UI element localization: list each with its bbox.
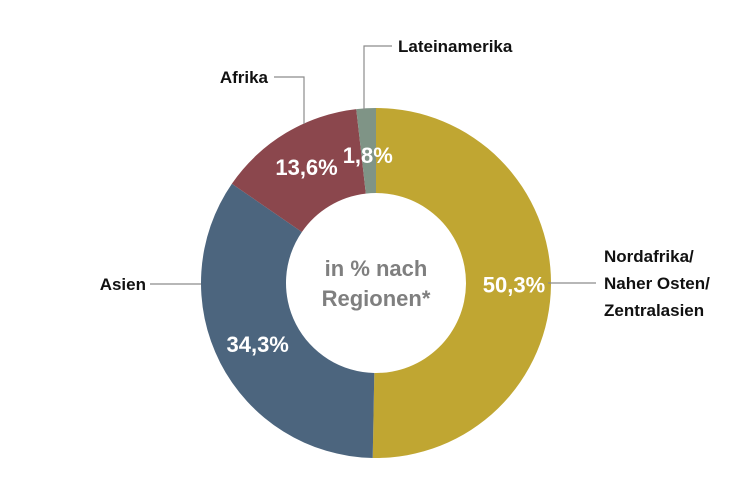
value-label-lateinamerika: 1,8% (343, 143, 393, 168)
category-label-nordafrika-naher-osten-zentralasien-line-1: Nordafrika/ (604, 247, 694, 266)
slice-lateinamerika (356, 108, 376, 194)
category-label-afrika: Afrika (220, 68, 269, 87)
value-label-afrika: 13,6% (275, 155, 337, 180)
leader-line-afrika (274, 76, 305, 124)
slice-nordafrika-naher-osten-zentralasien (372, 108, 552, 459)
donut-slices (201, 108, 552, 459)
value-label-asien: 34,3% (226, 332, 288, 357)
chart-labels: 50,3% Nordafrika/Naher Osten/Zentralasien… (100, 37, 710, 357)
leader-line-lateinamerika (363, 45, 392, 110)
slice-asien (201, 183, 375, 458)
category-label-asien: Asien (100, 275, 146, 294)
center-label-line-1: in % nach (325, 256, 428, 281)
center-label-line-2: Regionen* (322, 286, 431, 311)
category-label-nordafrika-naher-osten-zentralasien-line-2: Naher Osten/ (604, 274, 710, 293)
slice-afrika (231, 109, 366, 232)
category-label-lateinamerika: Lateinamerika (398, 37, 513, 56)
category-label-nordafrika-naher-osten-zentralasien-line-3: Zentralasien (604, 301, 704, 320)
value-label-nordafrika-naher-osten-zentralasien: 50,3% (483, 272, 545, 297)
leader-lines (150, 45, 596, 285)
